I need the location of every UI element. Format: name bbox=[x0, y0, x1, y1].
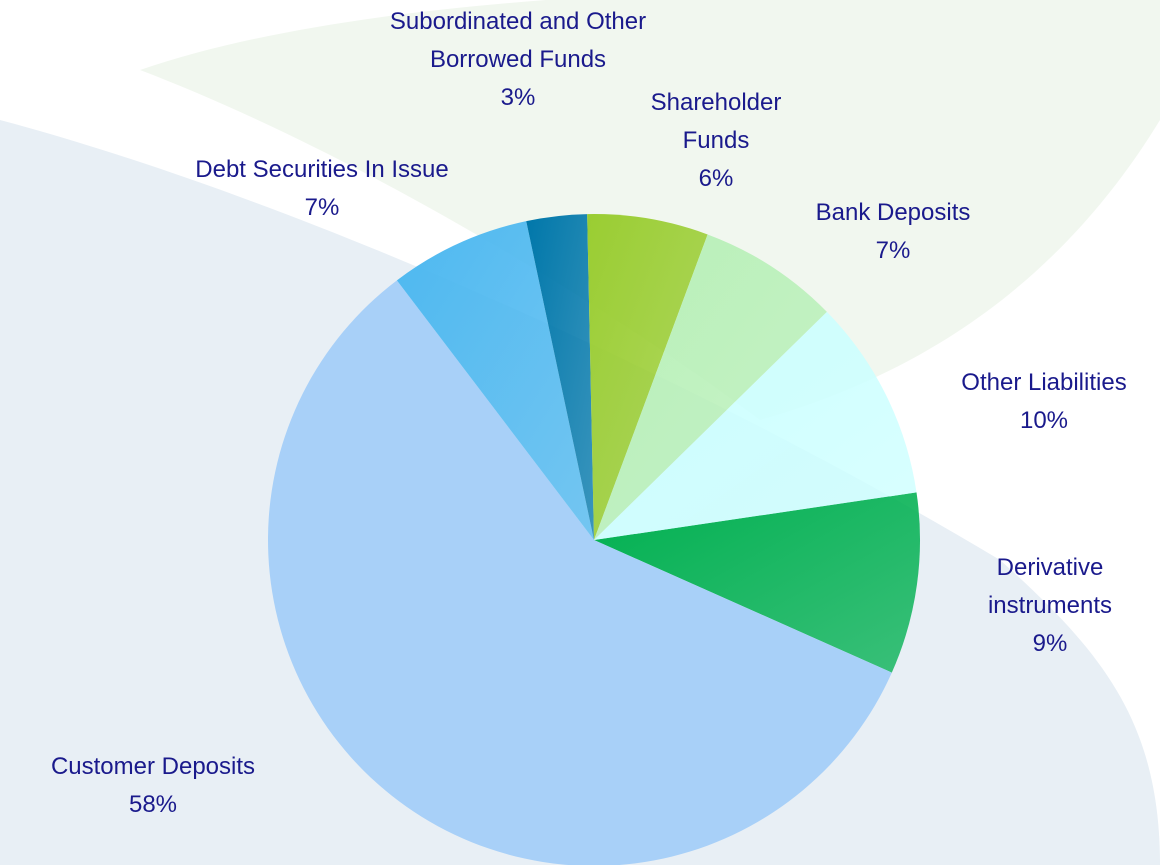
slice-label: Bank Deposits 7% bbox=[763, 194, 1023, 270]
value-label: 7% bbox=[304, 194, 340, 221]
slice-label: Customer Deposits 58% bbox=[3, 748, 303, 824]
category-name: Bank Deposits bbox=[815, 199, 971, 226]
value-label: 6% bbox=[698, 165, 734, 192]
slice-label: Derivative instruments 9% bbox=[965, 549, 1135, 663]
value-label: 9% bbox=[1032, 630, 1068, 657]
value-label: 58% bbox=[128, 791, 178, 818]
category-name: Subordinated and Other Borrowed Funds bbox=[389, 8, 647, 73]
category-name: Other Liabilities bbox=[961, 369, 1127, 396]
category-name: Debt Securities In Issue bbox=[195, 156, 449, 183]
pie-slice bbox=[587, 214, 708, 541]
category-name: Customer Deposits bbox=[50, 753, 256, 780]
pie-slice bbox=[594, 311, 917, 540]
slice-label: Other Liabilities 10% bbox=[914, 364, 1160, 440]
category-name: Shareholder Funds bbox=[650, 89, 782, 154]
slice-label: Subordinated and Other Borrowed Funds 3% bbox=[388, 3, 648, 117]
pie-slice bbox=[396, 221, 594, 540]
value-label: 7% bbox=[875, 237, 911, 264]
category-name: Derivative instruments bbox=[987, 554, 1113, 619]
pie-slice bbox=[594, 234, 827, 540]
slice-label: Debt Securities In Issue 7% bbox=[187, 151, 457, 227]
value-label: 3% bbox=[500, 84, 536, 111]
value-label: 10% bbox=[1019, 407, 1069, 434]
background-swoosh bbox=[140, 0, 1160, 420]
pie-slice bbox=[268, 280, 892, 865]
pie-slice bbox=[526, 214, 594, 540]
pie-slice bbox=[594, 492, 920, 673]
slice-label: Shareholder Funds 6% bbox=[631, 84, 801, 198]
